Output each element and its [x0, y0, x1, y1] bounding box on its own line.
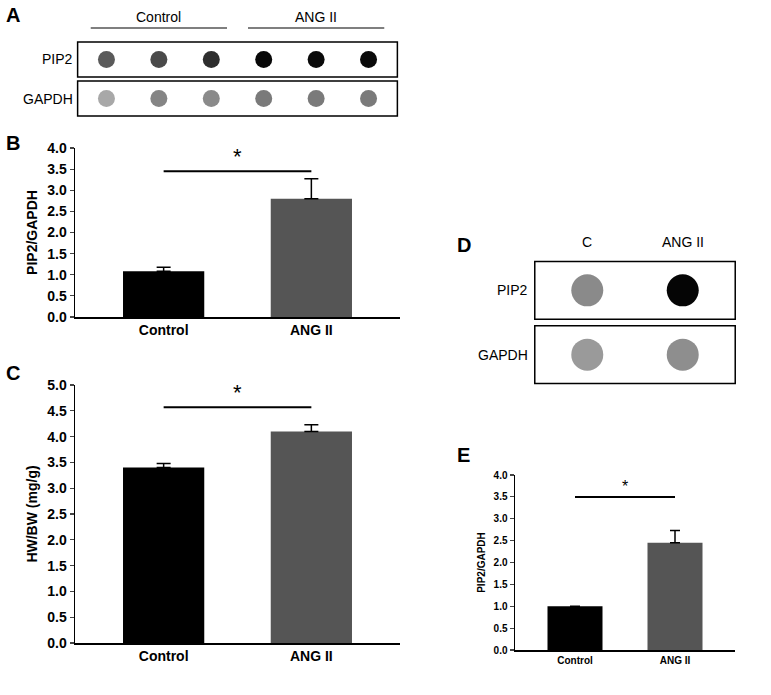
svg-text:GAPDH: GAPDH	[478, 347, 528, 363]
svg-text:3.0: 3.0	[47, 480, 67, 496]
svg-text:ANG II: ANG II	[660, 655, 691, 666]
svg-text:GAPDH: GAPDH	[23, 91, 73, 107]
svg-text:*: *	[233, 380, 242, 405]
svg-text:2.5: 2.5	[494, 535, 508, 546]
svg-text:0.0: 0.0	[494, 645, 508, 656]
svg-text:*: *	[622, 478, 628, 495]
svg-text:1.5: 1.5	[47, 246, 67, 262]
svg-text:4.0: 4.0	[494, 470, 508, 481]
svg-text:ANG II: ANG II	[662, 234, 704, 250]
svg-text:2.5: 2.5	[47, 506, 67, 522]
svg-text:3.5: 3.5	[47, 161, 67, 177]
svg-text:2.0: 2.0	[494, 557, 508, 568]
svg-text:0.0: 0.0	[47, 309, 67, 325]
svg-text:0.0: 0.0	[47, 635, 67, 651]
svg-text:D: D	[457, 234, 471, 256]
svg-text:3.5: 3.5	[494, 491, 508, 502]
svg-text:ANG II: ANG II	[290, 648, 333, 664]
svg-text:PIP2/GAPDH: PIP2/GAPDH	[476, 532, 487, 593]
svg-text:PIP2: PIP2	[497, 282, 528, 298]
svg-text:5.0: 5.0	[47, 377, 67, 393]
svg-text:1.5: 1.5	[47, 558, 67, 574]
svg-text:2.0: 2.0	[47, 532, 67, 548]
svg-text:3.5: 3.5	[47, 454, 67, 470]
svg-text:Control: Control	[139, 648, 189, 664]
svg-text:3.0: 3.0	[494, 513, 508, 524]
svg-text:4.0: 4.0	[47, 140, 67, 156]
svg-text:4.0: 4.0	[47, 429, 67, 445]
svg-text:B: B	[6, 132, 20, 154]
svg-text:A: A	[6, 4, 20, 26]
svg-text:3.0: 3.0	[47, 182, 67, 198]
svg-text:E: E	[457, 444, 470, 466]
svg-text:PIP2: PIP2	[42, 51, 73, 67]
svg-text:Control: Control	[139, 322, 189, 338]
svg-text:ANG II: ANG II	[290, 322, 333, 338]
svg-text:2.5: 2.5	[47, 203, 67, 219]
svg-text:1.5: 1.5	[494, 579, 508, 590]
svg-text:*: *	[233, 144, 242, 169]
svg-text:C: C	[582, 234, 592, 250]
svg-text:ANG II: ANG II	[295, 9, 337, 25]
svg-text:0.5: 0.5	[47, 609, 67, 625]
svg-text:1.0: 1.0	[47, 267, 67, 283]
svg-text:HW/BW (mg/g): HW/BW (mg/g)	[24, 465, 40, 562]
svg-text:Control: Control	[136, 9, 181, 25]
svg-text:0.5: 0.5	[47, 288, 67, 304]
svg-text:C: C	[6, 362, 20, 384]
svg-text:1.0: 1.0	[494, 601, 508, 612]
svg-text:Control: Control	[557, 655, 593, 666]
svg-text:4.5: 4.5	[47, 403, 67, 419]
svg-text:2.0: 2.0	[47, 224, 67, 240]
svg-text:0.5: 0.5	[494, 623, 508, 634]
svg-text:1.0: 1.0	[47, 583, 67, 599]
svg-text:PIP2/GAPDH: PIP2/GAPDH	[24, 190, 40, 275]
